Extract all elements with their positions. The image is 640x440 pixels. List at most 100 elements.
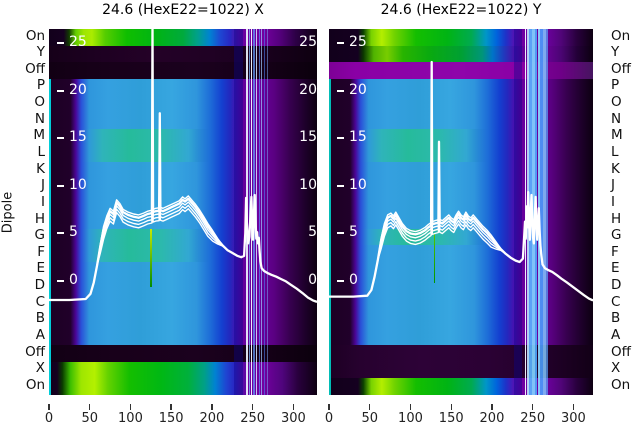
heatmap-row: [49, 328, 317, 346]
overlay-tick-label-right: 25: [299, 34, 317, 50]
overlay-tick-label: 5: [349, 224, 358, 240]
overlay-tick-dash: [337, 42, 344, 44]
row-label-right: M: [611, 127, 623, 144]
row-label-right: L: [611, 143, 619, 160]
overlay-tick-label-right: 5: [308, 224, 317, 240]
row-label-right: H: [611, 210, 622, 227]
beam-profile-curve: [329, 60, 593, 302]
overlay-tick-dash: [337, 184, 344, 187]
x-tick-dash: [409, 404, 412, 410]
curve-trace: [49, 29, 317, 303]
overlay-tick-dash: [57, 184, 64, 187]
x-tick-dash: [450, 404, 452, 410]
x-tick-label: 0: [44, 411, 54, 426]
x-tick-label: 150: [438, 411, 464, 426]
curve-trace: [49, 29, 317, 303]
overlay-tick-label: 25: [69, 34, 87, 50]
overlay-tick-label: 15: [69, 129, 87, 145]
heatmap-stripe: [248, 29, 250, 395]
heatmap-row: [49, 361, 317, 380]
heatmap-stripe: [543, 29, 546, 395]
green-marker-line: [150, 229, 152, 288]
heatmap-stripe: [263, 29, 266, 395]
overlay-tick-dash: [337, 137, 344, 139]
heatmap-row: [49, 112, 317, 130]
x-tick-dash: [170, 404, 172, 410]
row-label-left: P: [36, 77, 45, 94]
x-tick-label: 100: [398, 411, 423, 426]
overlay-tick-label-right: 20: [299, 81, 317, 98]
row-label-left: N: [34, 110, 45, 127]
x-tick-label: 0: [324, 411, 334, 426]
x-tick-dash: [211, 404, 213, 410]
x-tick-label: 50: [361, 411, 378, 426]
x-tick-dash: [251, 404, 254, 410]
heatmap-row: [49, 295, 317, 313]
row-label-right: Off: [611, 343, 631, 360]
x-tick-dash: [48, 404, 50, 410]
overlay-tick-label: 10: [69, 176, 87, 193]
heatmap-row: [49, 78, 317, 97]
overlay-tick-label-right: 10: [299, 176, 317, 193]
heatmap-row: [49, 378, 317, 395]
row-label-left: L: [37, 143, 45, 160]
overlay-tick-dash: [337, 279, 344, 282]
x-tick-dash: [129, 404, 132, 410]
heatmap-row: [49, 261, 317, 280]
row-label-right: B: [611, 310, 621, 327]
x-tick-dash: [292, 404, 295, 410]
heatmap-panel-y: 25 20 15 10 5 0: [329, 29, 593, 395]
x-tick-dash: [328, 404, 330, 410]
overlay-tick-label: 20: [349, 81, 367, 98]
row-label-left: G: [34, 227, 45, 244]
row-label-right: G: [611, 227, 622, 244]
heatmap-row: [49, 128, 317, 147]
x-tick-label: 100: [118, 411, 143, 426]
x-tick-label: 300: [561, 411, 586, 426]
heatmap-row: [49, 62, 317, 80]
row-label-left: K: [36, 160, 45, 177]
row-label-right: I: [611, 193, 615, 210]
x-tick-label: 200: [479, 411, 505, 426]
curve-trace: [329, 61, 593, 302]
heatmap-row: [49, 345, 317, 363]
row-label-left: F: [37, 243, 45, 260]
row-label-left: M: [33, 127, 45, 144]
overlay-tick-label: 10: [349, 176, 367, 193]
curve-trace: [329, 61, 593, 302]
overlay-tick-label-right: 0: [308, 271, 317, 288]
x-tick-label: 250: [520, 411, 546, 426]
x-tick-dash: [532, 404, 534, 410]
heatmap-stripe: [329, 78, 331, 395]
row-label-right: P: [611, 77, 620, 94]
heatmap-stripe: [49, 78, 51, 395]
overlay-tick-dash: [57, 89, 64, 92]
row-label-left: Y: [36, 44, 45, 61]
panel-y-title: 24.6 (HexE22=1022) Y: [380, 2, 542, 18]
heatmap-row: [49, 278, 317, 296]
overlay-tick-dash: [57, 279, 64, 282]
heatmap-row: [49, 245, 317, 263]
row-label-right: Off: [611, 60, 631, 77]
heatmap-stripe: [532, 29, 535, 395]
heatmap-row: [49, 178, 317, 197]
row-label-left: J: [41, 177, 45, 194]
overlay-tick-dash: [57, 232, 64, 234]
overlay-tick-label: 0: [69, 271, 78, 288]
heatmap-stripe: [234, 29, 244, 395]
row-label-right: On: [611, 376, 631, 393]
overlay-tick-label: 25: [349, 34, 367, 50]
row-label-left: Off: [25, 60, 45, 77]
curve-trace: [329, 61, 593, 302]
x-tick-label: 250: [240, 411, 266, 426]
row-label-left: D: [34, 277, 45, 294]
row-label-right: Y: [611, 44, 620, 61]
row-label-right: C: [611, 293, 621, 310]
x-tick-label: 300: [280, 411, 306, 426]
row-label-left: O: [34, 94, 45, 111]
x-tick-dash: [369, 404, 371, 410]
row-label-left: H: [34, 210, 45, 227]
row-label-right: F: [611, 243, 619, 260]
row-label-left: X: [35, 360, 45, 377]
curve-trace: [49, 29, 317, 303]
